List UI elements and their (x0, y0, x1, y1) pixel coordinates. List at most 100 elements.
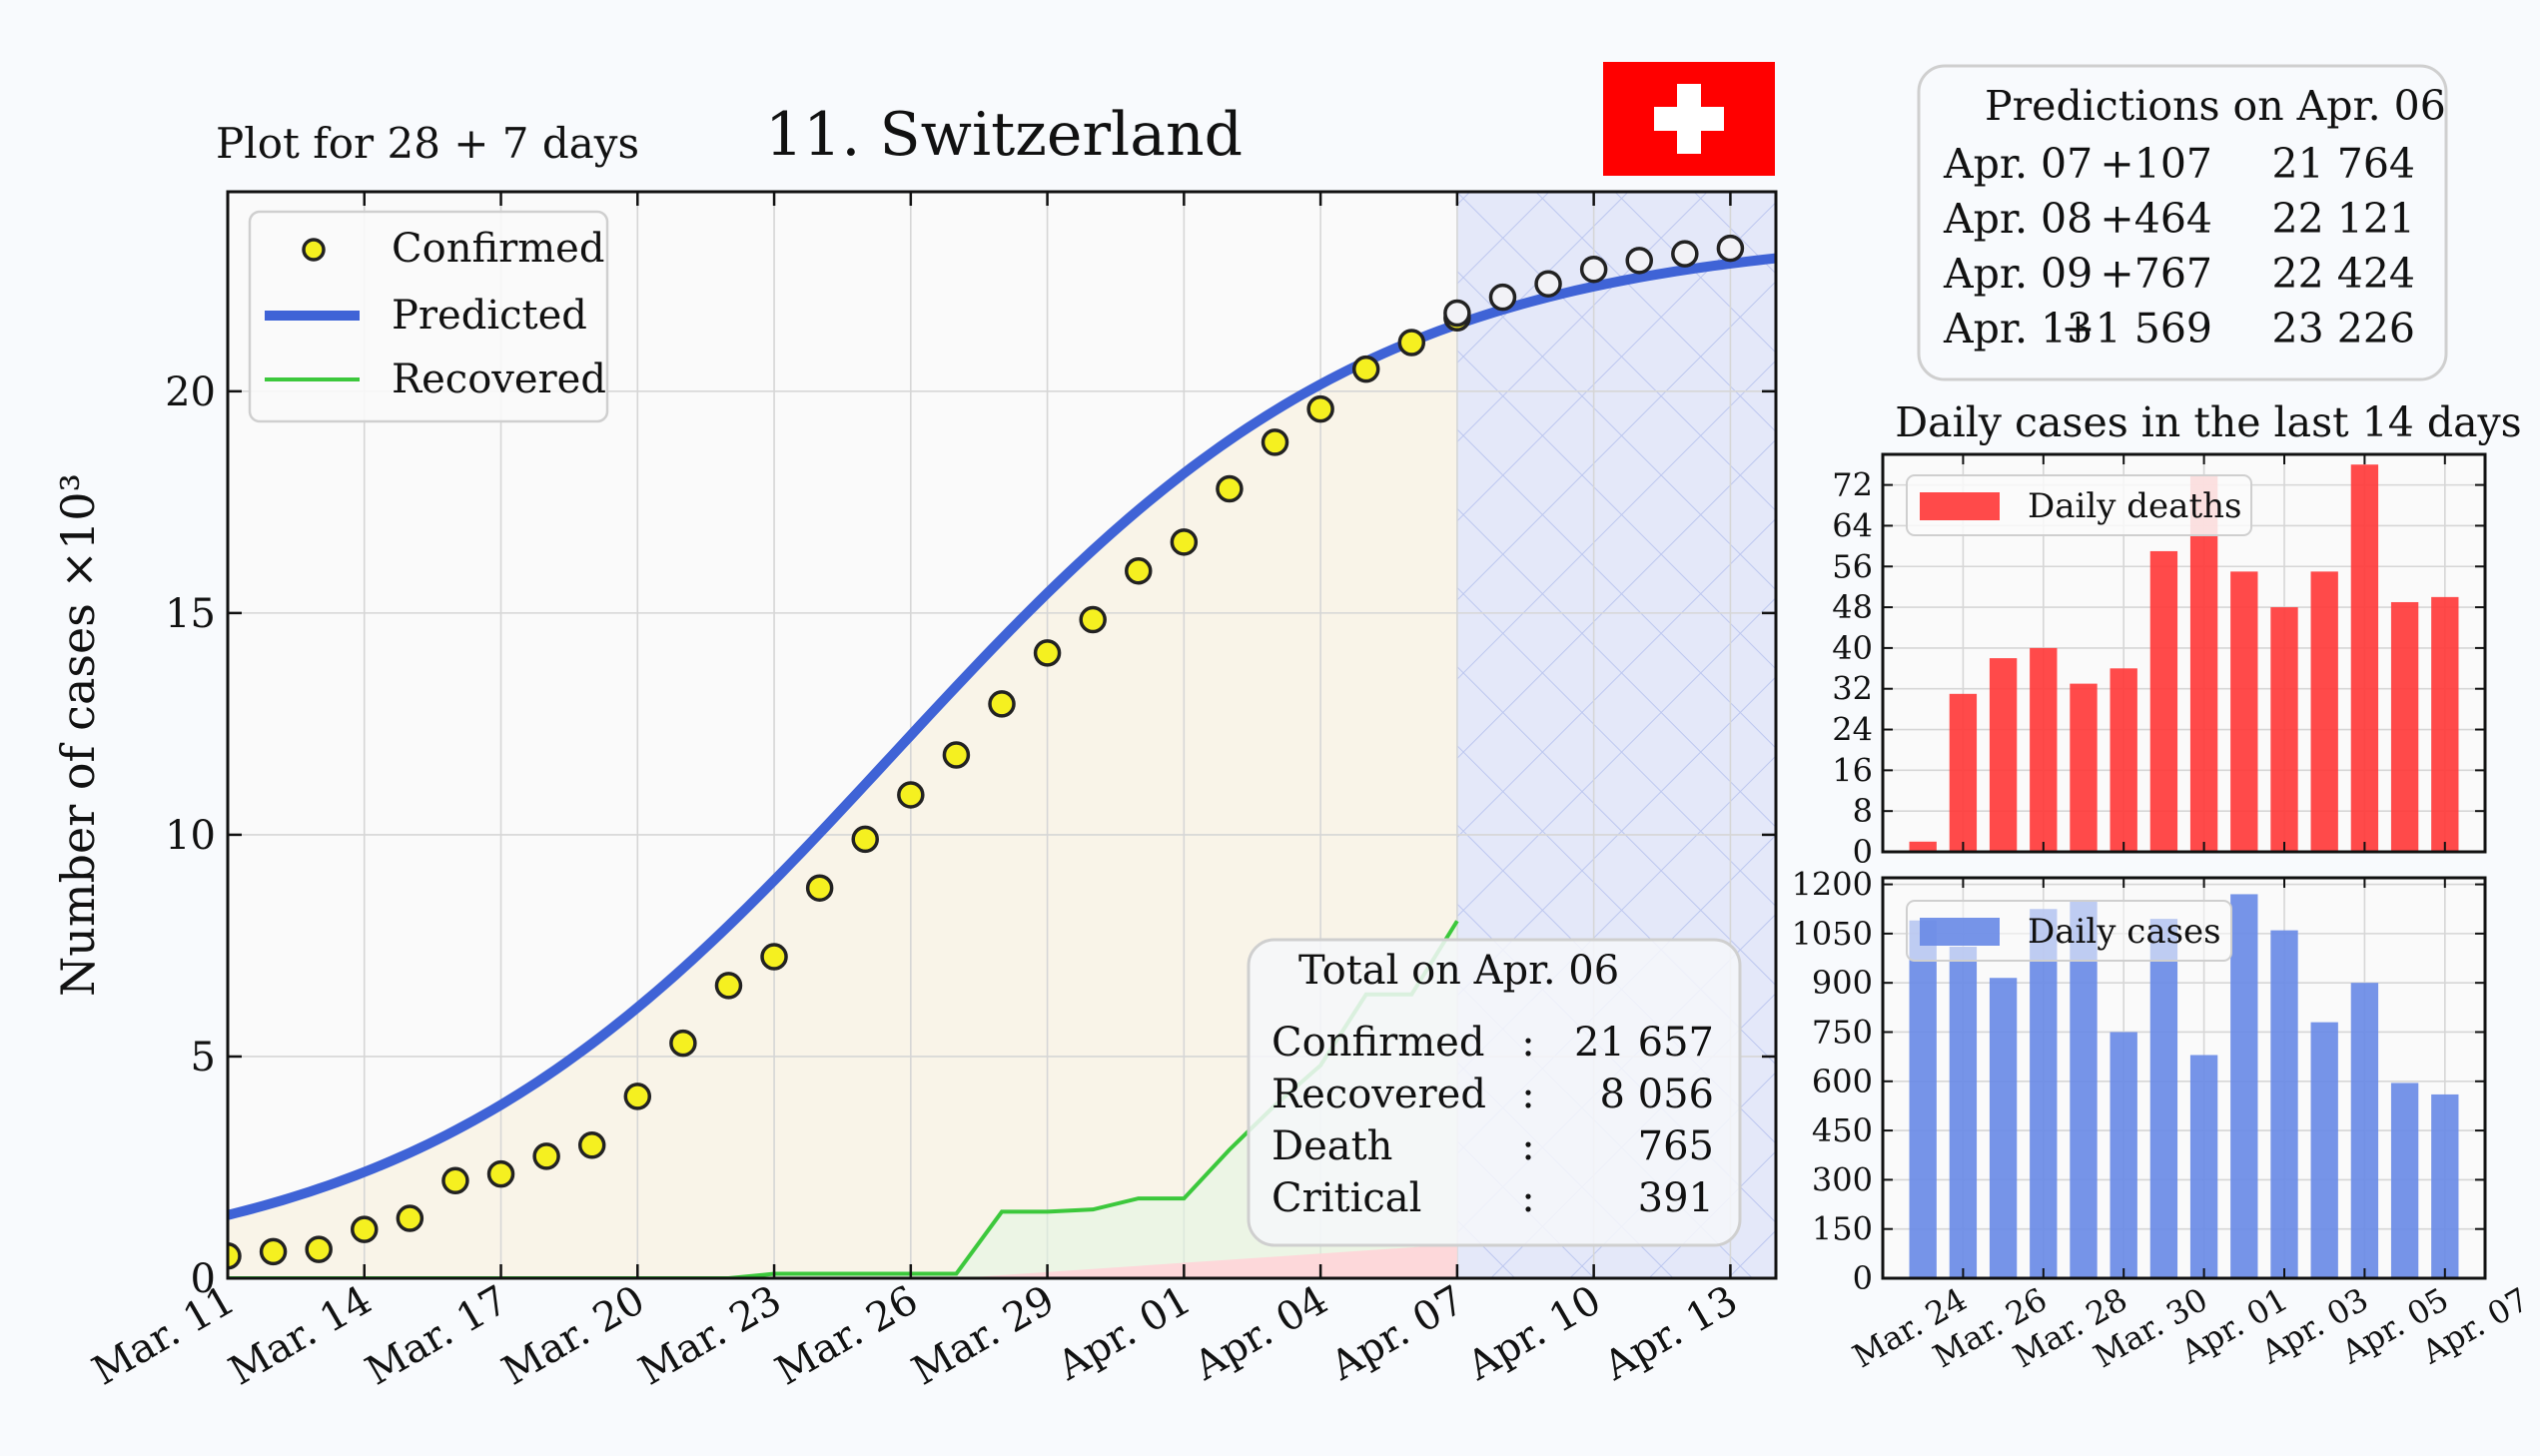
totals-label: Recovered (1271, 1072, 1486, 1117)
daily-case-bar (2030, 909, 2058, 1278)
predictions-rows: Apr. 07 +107 21 764 Apr. 08 +464 22 121 Apr. 0… (1943, 140, 2415, 353)
y-tick-label: 600 (1812, 1063, 1873, 1100)
daily-case-bar (1989, 978, 2018, 1278)
confirmed-point (396, 1204, 424, 1232)
y-tick-label: 20 (165, 369, 216, 415)
legend-box (248, 210, 609, 423)
totals-value: 21 657 (1574, 1020, 1714, 1066)
predicted-point (1579, 255, 1608, 284)
x-tick-label: Mar. 20 (494, 1277, 652, 1395)
y-tick-label: 32 (1832, 670, 1873, 708)
daily-case-bar (2189, 1055, 2218, 1278)
y-tick-label: 56 (1832, 547, 1873, 585)
confirmed-point (305, 1235, 333, 1263)
plot-frame (1881, 452, 2487, 854)
y-tick-label: 150 (1812, 1210, 1873, 1248)
daily-case-bar (1909, 920, 1937, 1278)
daily-case-bar (2270, 930, 2298, 1278)
prediction-delta: +1 569 (2061, 305, 2212, 353)
y-tick-label: 15 (165, 591, 216, 637)
totals-label: Critical (1271, 1175, 1421, 1221)
y-tick-label: 1050 (1792, 915, 1873, 953)
legend-swatch (1920, 492, 2000, 520)
daily-case-bar (1949, 947, 1978, 1278)
confirmed-point (805, 874, 834, 902)
y-tick-label: 450 (1812, 1111, 1873, 1149)
y-tick-label: 0 (1853, 1259, 1873, 1297)
confirmed-point (897, 781, 925, 809)
confirmed-point (1033, 639, 1062, 667)
daily-death-bar (2350, 464, 2379, 852)
daily-case-bar (2431, 1093, 2459, 1278)
y-tick-label: 1200 (1792, 866, 1873, 904)
confirmed-area (228, 324, 1457, 1278)
confirmed-point (351, 1215, 379, 1243)
predicted-point (1671, 240, 1699, 268)
legend-predicted-label: Predicted (392, 293, 587, 339)
y-tick-label: 5 (191, 1035, 216, 1081)
legend-recovered-label: Recovered (392, 357, 606, 402)
predicted-point (1716, 234, 1745, 263)
legend-label: Daily cases (2028, 912, 2221, 952)
totals-box: Total on Apr. 06 Confirmed:21 657Recover… (1247, 938, 1742, 1247)
confirmed-point (623, 1083, 652, 1110)
legend-confirmed-marker (302, 238, 326, 262)
daily-case-bar (2110, 1032, 2137, 1278)
plot-frame (226, 190, 1778, 1280)
daily-death-bar (1989, 658, 2018, 852)
predicted-point (1488, 283, 1517, 312)
x-tick-label: Mar. 29 (905, 1277, 1063, 1395)
prediction-delta: +767 (2100, 250, 2212, 298)
predictions-title: Predictions on Apr. 06 (1985, 82, 2446, 130)
x-tick-label: Apr. 07 (1322, 1277, 1472, 1390)
daily-death-bar (2070, 683, 2098, 852)
confirmed-point (1125, 556, 1153, 585)
prediction-total: 22 121 (2272, 195, 2415, 243)
confirmed-point (228, 1242, 242, 1270)
confirmed-point (1079, 605, 1107, 634)
daily-case-bar (2310, 1022, 2338, 1278)
x-tick-label: Mar. 23 (631, 1277, 789, 1395)
x-tick-label: Apr. 13 (1595, 1277, 1745, 1390)
chart-title: 11. Switzerland (765, 100, 1243, 170)
totals-value: 765 (1638, 1123, 1714, 1169)
predictions-box: Predictions on Apr. 06 Apr. 07 +107 21 764… (1917, 64, 2448, 381)
confirmed-point (1216, 474, 1244, 503)
confirmed-point (1397, 329, 1426, 357)
y-tick-label: 48 (1832, 588, 1873, 626)
y-tick-label: 16 (1832, 751, 1873, 789)
predicted-point (1443, 299, 1471, 328)
y-tick-label: 10 (165, 813, 216, 859)
confirmed-point (714, 972, 743, 1000)
predicted-point (1534, 270, 1562, 298)
chart-subtitle: Plot for 28 + 7 days (216, 119, 639, 168)
y-tick-label: 0 (191, 1256, 216, 1302)
confirmed-point (851, 825, 879, 854)
confirmed-point (532, 1142, 560, 1170)
confirmed-point (486, 1159, 515, 1188)
daily-death-bar (2431, 596, 2459, 852)
confirmed-point (577, 1131, 606, 1159)
confirmed-point (669, 1029, 697, 1058)
legend-confirmed-label: Confirmed (392, 226, 604, 272)
totals-label: Confirmed (1271, 1020, 1484, 1066)
daily-death-bar (2110, 668, 2137, 852)
y-tick-label: 40 (1832, 629, 1873, 667)
totals-label: Death (1271, 1123, 1392, 1169)
y-tick-label: 72 (1832, 466, 1873, 504)
daily-death-bar (2270, 607, 2298, 852)
plot-frame (1881, 876, 2487, 1280)
totals-separator: : (1521, 1020, 1534, 1066)
y-tick-label: 0 (1853, 833, 1873, 871)
legend-swatch (1920, 918, 2000, 946)
daily-case-bar (2350, 983, 2379, 1278)
daily-death-bar (2189, 474, 2218, 852)
totals-separator: : (1521, 1072, 1534, 1117)
y-tick-label: 24 (1832, 711, 1873, 749)
confirmed-point (1351, 355, 1380, 383)
confirmed-point (1261, 428, 1289, 456)
x-tick-label: Mar. 14 (222, 1277, 380, 1395)
